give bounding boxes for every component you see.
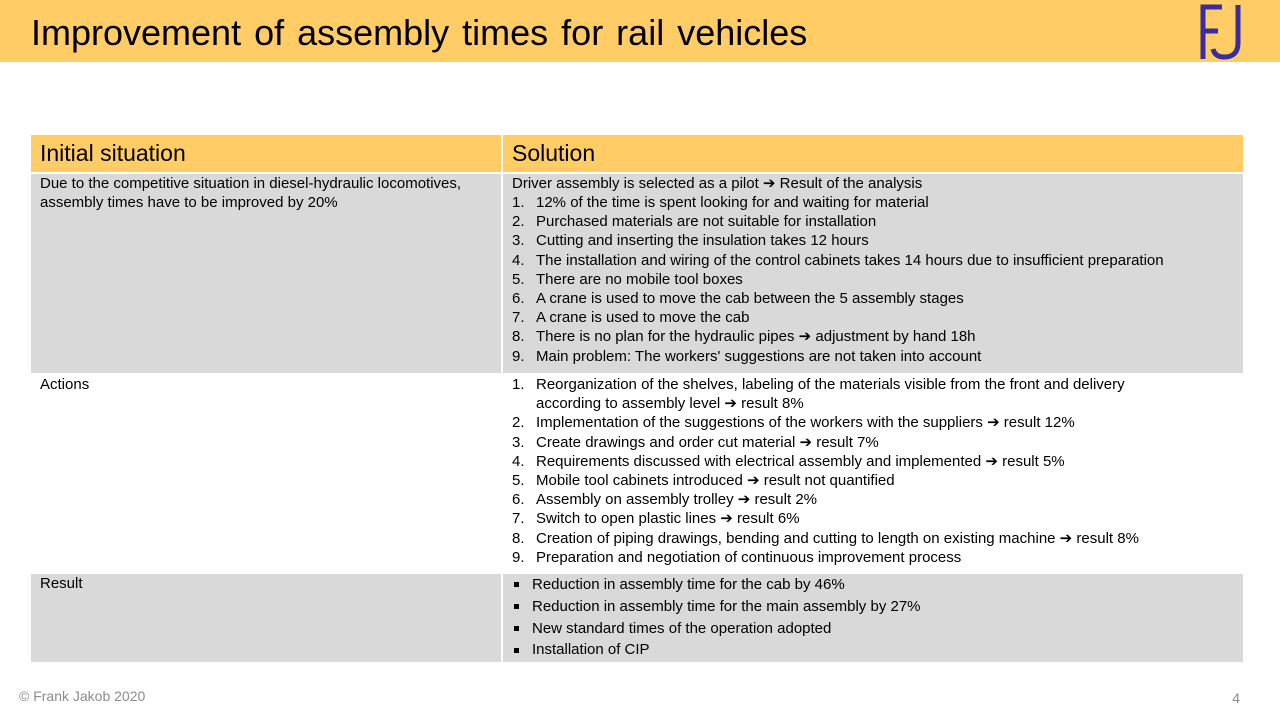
list-item: 2. Purchased materials are not suitable f…: [512, 213, 877, 231]
fj-logo-icon: [1200, 4, 1241, 60]
bullet-icon: [514, 625, 519, 631]
list-item: 1. Reorganization of the shelves, labelin…: [512, 376, 1125, 413]
list-item: New standard times of the operation adop…: [512, 618, 1243, 640]
list-item: 3. Create drawings and order cut material…: [512, 433, 879, 451]
actions-cell: 1. Reorganization of the shelves, labelin…: [501, 373, 1245, 574]
actions-label: Actions: [40, 376, 90, 393]
list-item: 1. 12% of the time is spent looking for a…: [512, 194, 929, 211]
list-item: 9. Preparation and negotiation of continu…: [512, 548, 962, 566]
page-title: Improvement of assembly times for rail v…: [31, 12, 808, 53]
list-item: Reduction in assembly time for the main …: [512, 596, 1243, 618]
list-item: 7. A crane is used to move the cab: [512, 309, 750, 327]
list-item: Reduction in assembly time for the cab b…: [512, 574, 1243, 596]
copyright: © Frank Jakob 2020: [19, 688, 146, 704]
list-item: 6. A crane is used to move the cab betwee…: [512, 290, 964, 308]
analysis-list: 1. 12% of the time is spent looking for a…: [512, 193, 1243, 366]
list-item: 9. Main problem: The workers' suggestions…: [512, 347, 982, 365]
initial-situation-text: Due to the competitive situation in dies…: [40, 175, 462, 211]
list-item: 8. Creation of piping drawings, bending a…: [512, 529, 1139, 547]
summary-table: Initial situation Solution Due to the co…: [29, 133, 1245, 664]
bullet-icon: [514, 582, 519, 588]
list-item: 2. Implementation of the suggestions of t…: [512, 414, 1075, 432]
list-item: 7. Switch to open plastic lines ➔ result …: [512, 510, 800, 528]
initial-situation-cell: Due to the competitive situation in dies…: [29, 172, 503, 375]
analysis-intro: Driver assembly is selected as a pilot ➔…: [512, 175, 923, 192]
result-cell: Reduction in assembly time for the cab b…: [501, 572, 1245, 664]
actions-label-cell: Actions: [29, 373, 503, 574]
table-row: Actions 1. Reorganization of the shelves,…: [29, 373, 1245, 574]
list-item: 8. There is no plan for the hydraulic pip…: [512, 328, 976, 346]
result-label: Result: [40, 575, 83, 592]
list-item: 4. The installation and wiring of the con…: [512, 251, 1164, 269]
table-row: Result Reduction in assembly time for th…: [29, 572, 1245, 664]
result-label-cell: Result: [29, 572, 503, 664]
table-row: Due to the competitive situation in dies…: [29, 172, 1245, 375]
actions-list: 1. Reorganization of the shelves, labelin…: [512, 375, 1243, 567]
title-bar: Improvement of assembly times for rail v…: [0, 0, 1280, 62]
list-item: 4. Requirements discussed with electrical…: [512, 452, 1065, 470]
list-item: Installation of CIP: [512, 639, 1243, 661]
bullet-icon: [514, 604, 519, 610]
header-solution: Solution: [501, 133, 1245, 174]
analysis-cell: Driver assembly is selected as a pilot ➔…: [501, 172, 1245, 375]
list-item: 6. Assembly on assembly trolley ➔ result …: [512, 491, 818, 509]
page-number: 4: [1232, 690, 1240, 706]
result-list: Reduction in assembly time for the cab b…: [512, 574, 1243, 661]
list-item: 3. Cutting and inserting the insulation t…: [512, 232, 869, 250]
bullet-icon: [514, 647, 519, 653]
list-item: 5. There are no mobile tool boxes: [512, 270, 743, 288]
list-item: 5. Mobile tool cabinets introduced ➔ resu…: [512, 472, 895, 490]
header-initial-situation: Initial situation: [29, 133, 503, 174]
